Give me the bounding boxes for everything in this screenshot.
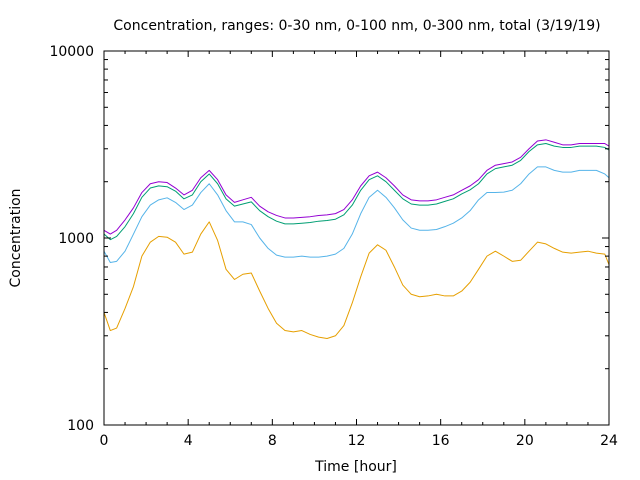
x-tick-label: 4 [184, 433, 193, 449]
y-tick-label: 10000 [49, 44, 94, 60]
x-axis-title: Time [hour] [314, 459, 397, 475]
y-axis-title: Concentration [8, 188, 24, 287]
x-axis: 0 4 8 12 16 20 24 [100, 51, 618, 449]
y-axis: 100 1000 10000 [49, 44, 609, 434]
y-tick-label: 100 [67, 418, 94, 434]
series-line-1 [103, 139, 610, 235]
x-tick-label: 16 [432, 433, 450, 449]
series-layer [103, 139, 610, 340]
y-tick-label: 1000 [58, 231, 94, 247]
x-tick-label: 8 [268, 433, 277, 449]
x-tick-label: 20 [516, 433, 534, 449]
series-line-2 [103, 143, 610, 241]
series-line-4 [103, 221, 610, 340]
chart-title: Concentration, ranges: 0-30 nm, 0-100 nm… [113, 18, 600, 34]
x-tick-label: 24 [600, 433, 618, 449]
series-line-3 [103, 166, 610, 263]
x-tick-label: 12 [348, 433, 366, 449]
x-tick-label: 0 [100, 433, 109, 449]
